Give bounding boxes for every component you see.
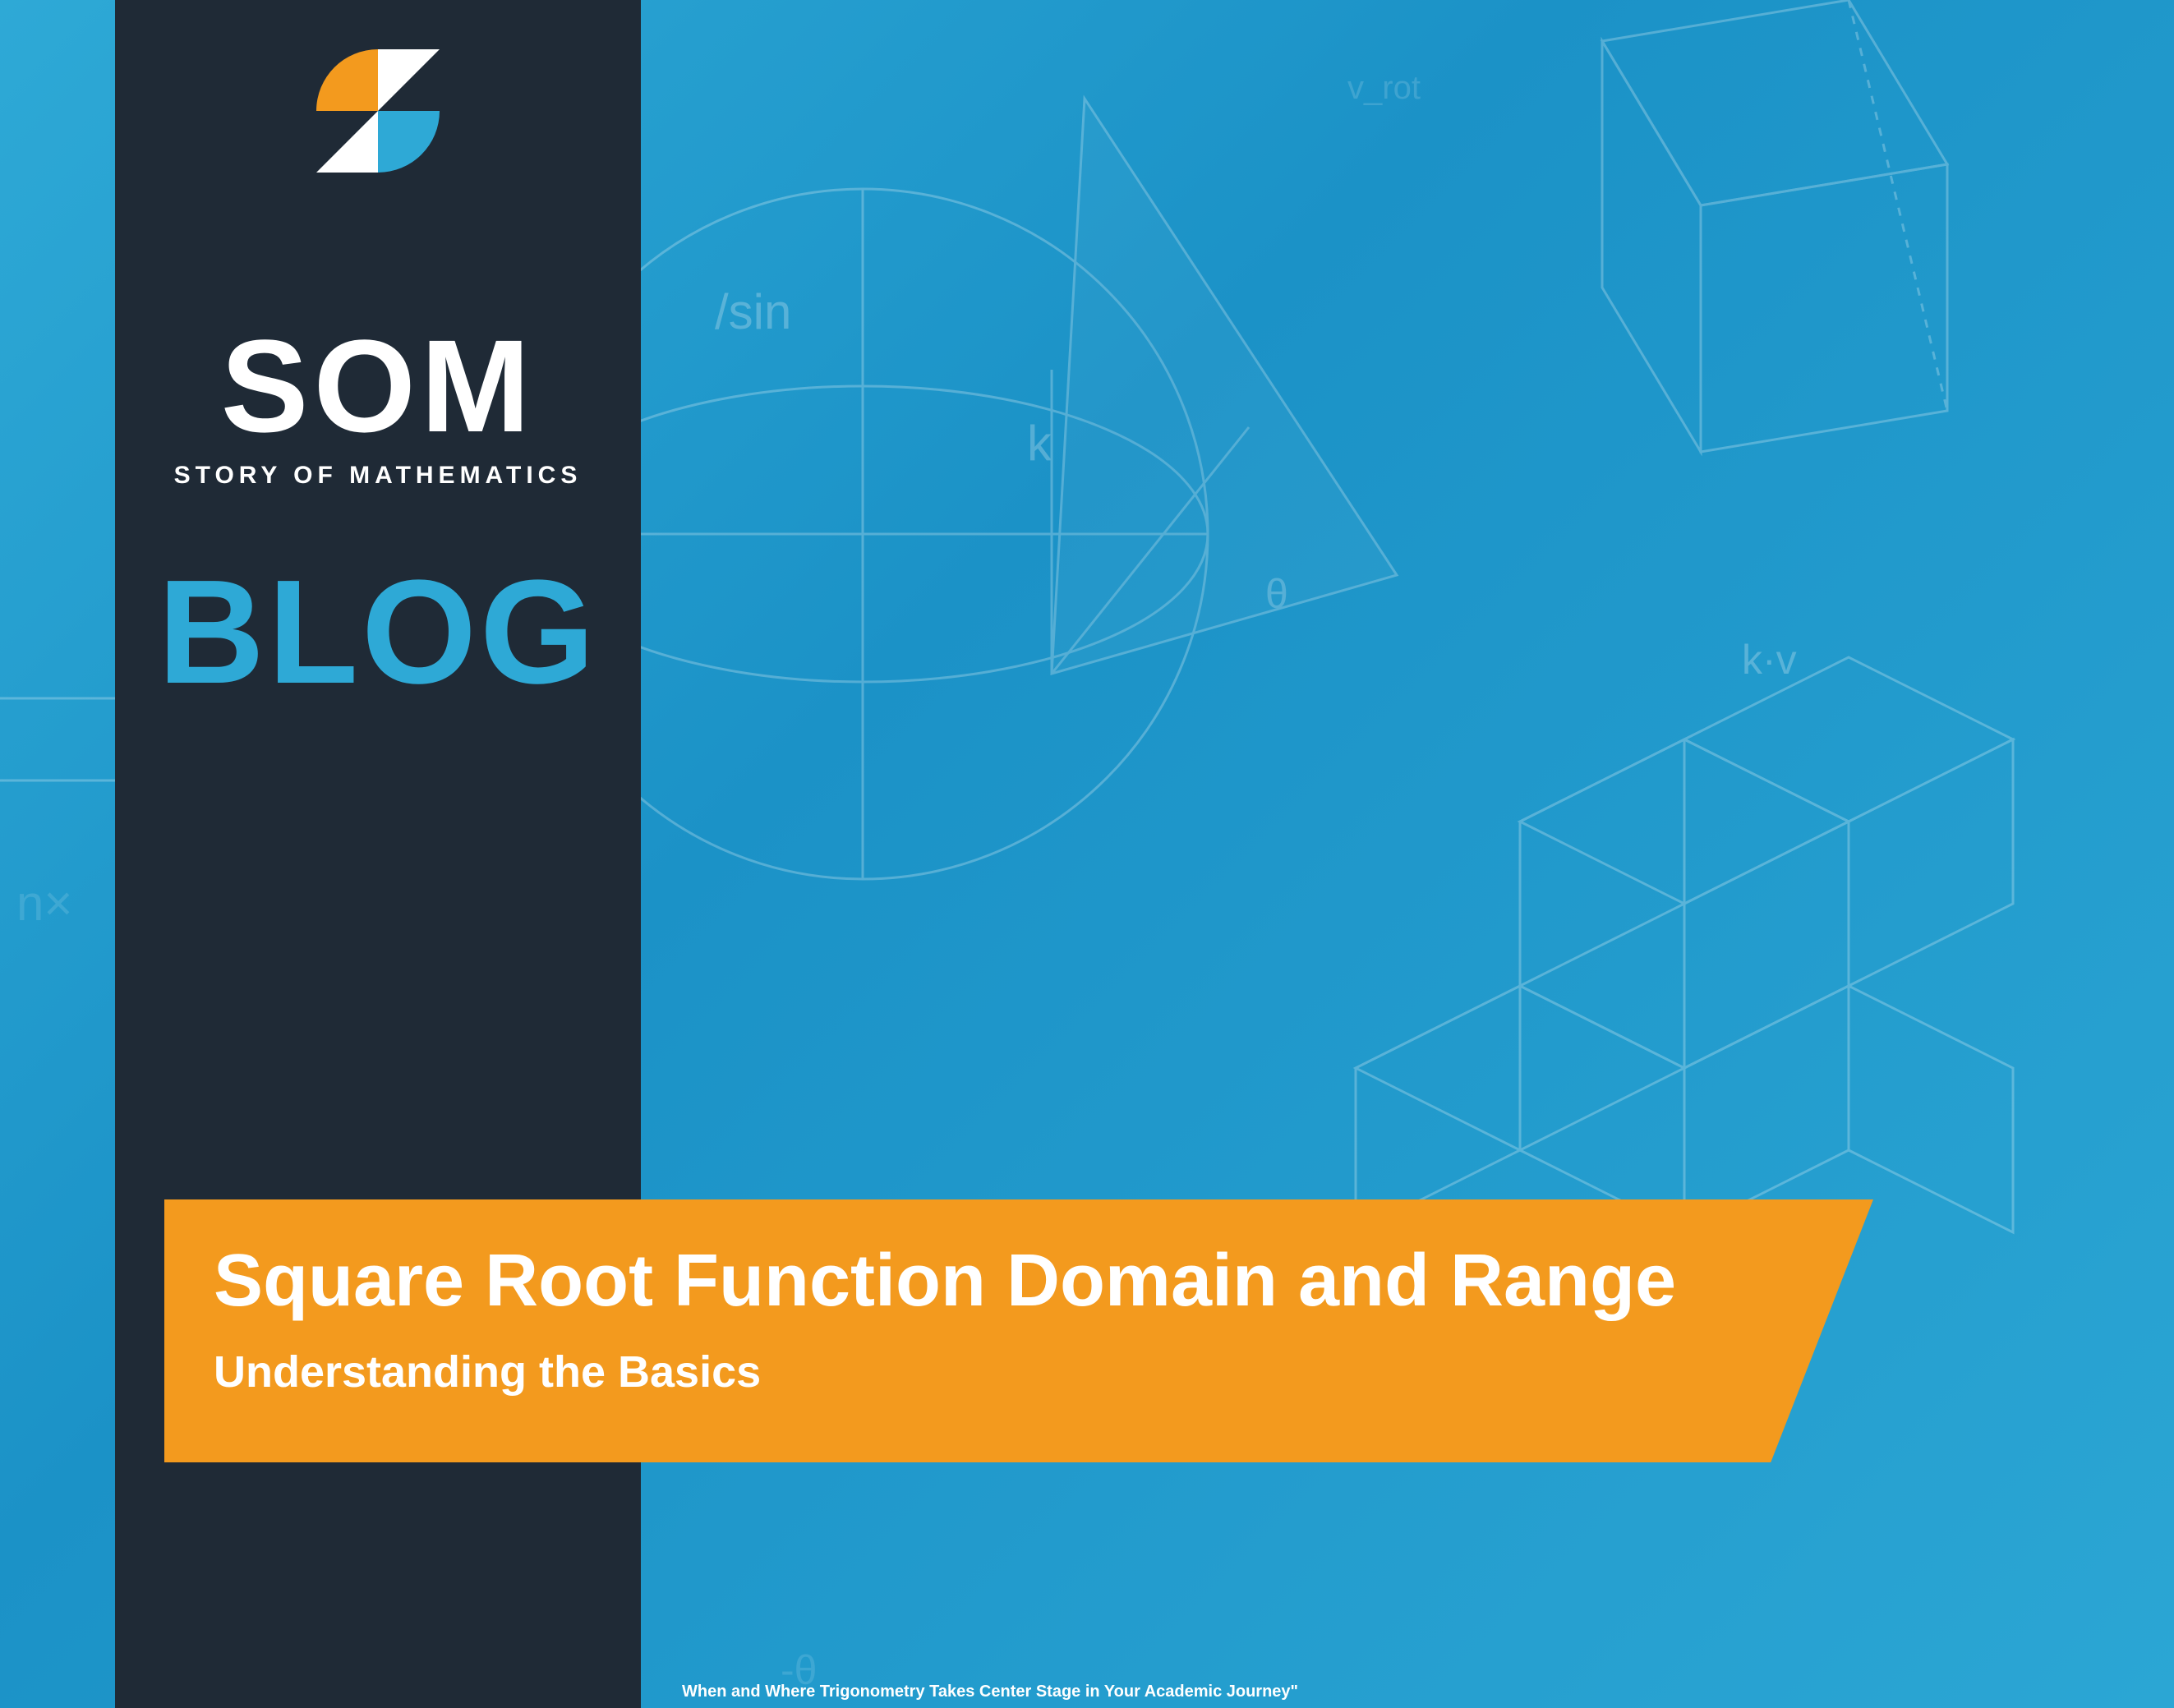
banner-title: Square Root Function Domain and Range (214, 1241, 1824, 1322)
logo-mark (255, 49, 501, 296)
svg-text:/sin: /sin (715, 284, 791, 339)
svg-text:v_rot: v_rot (1347, 70, 1421, 106)
logo-subtext: STORY OF MATHEMATICS (148, 462, 608, 490)
svg-text:k·v: k·v (1742, 637, 1797, 683)
blog-label: BLOG (148, 547, 608, 717)
banner-subtitle: Understanding the Basics (214, 1347, 1824, 1397)
footer-caption: When and Where Trigonometry Takes Center… (682, 1683, 1298, 1701)
svg-text:n×: n× (16, 876, 72, 931)
svg-text:k: k (1027, 416, 1052, 471)
svg-text:θ: θ (1265, 571, 1288, 617)
title-banner: Square Root Function Domain and Range Un… (164, 1199, 1873, 1462)
logo-text: SOM (148, 320, 608, 452)
